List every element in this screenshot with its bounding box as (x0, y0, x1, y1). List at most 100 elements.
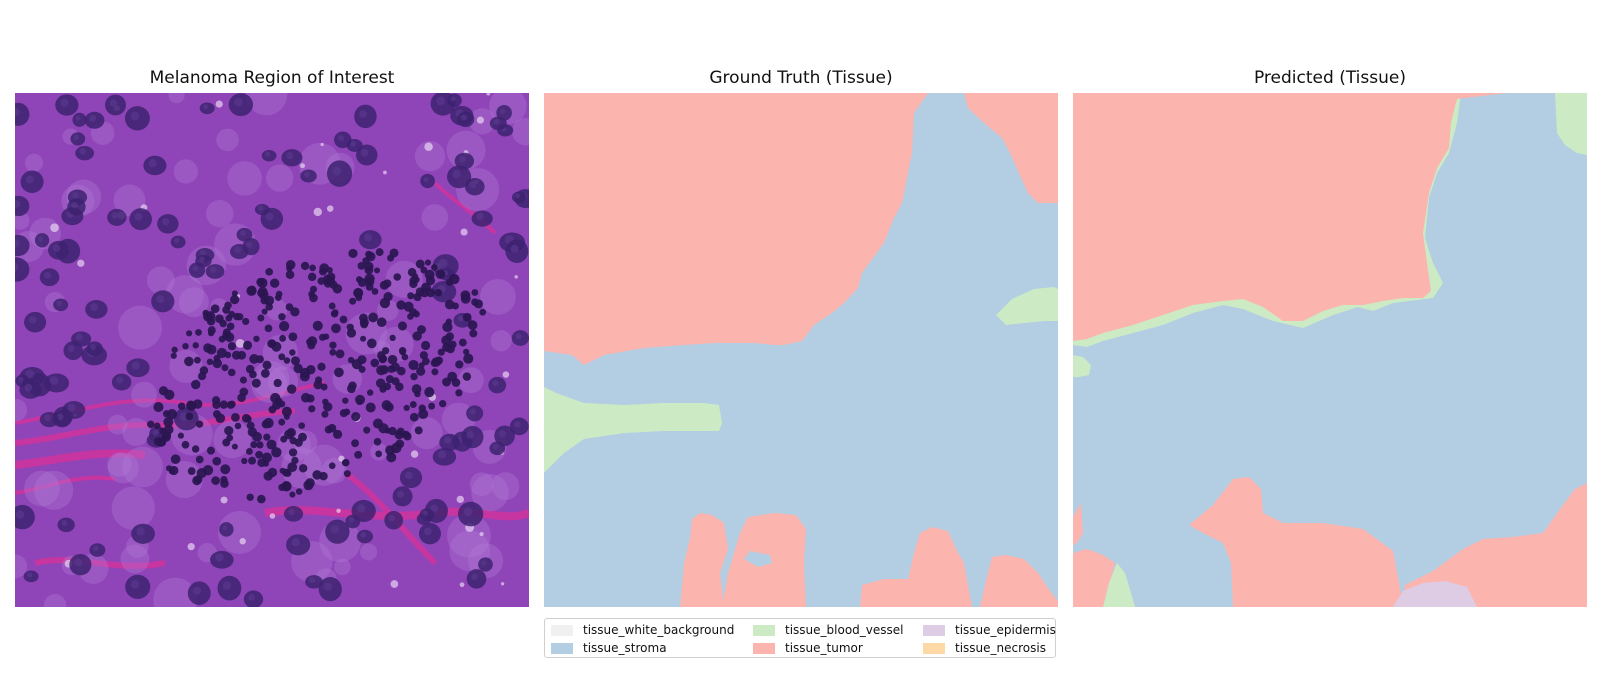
lymphocyte (273, 378, 282, 388)
lymphocyte (413, 276, 420, 283)
nucleolus (161, 217, 170, 226)
lymphocyte (212, 456, 222, 466)
nucleolus (364, 233, 373, 242)
nucleolus (476, 212, 484, 221)
nucleolus (360, 532, 367, 538)
lymphocyte (153, 422, 161, 430)
pred-blood-vessel-bottom-left (1103, 563, 1135, 607)
pred-tumor-region-bottom-left-2 (1073, 549, 1115, 607)
nucleolus (52, 244, 61, 252)
cytoplasm-patch (334, 558, 351, 576)
cytoplasm-patch (146, 266, 175, 295)
predicted-mask (1073, 93, 1587, 607)
nucleolus (234, 246, 241, 253)
lymphocyte (289, 491, 296, 498)
gt-stroma-hole (744, 551, 772, 567)
nucleolus (288, 508, 295, 516)
tissue-gap (215, 100, 223, 108)
lymphocyte (246, 493, 254, 501)
nucleolus (79, 147, 87, 155)
nucleolus (422, 510, 428, 516)
nucleolus (130, 111, 140, 121)
legend-item-tumor: tissue_tumor (753, 640, 863, 656)
nucleolus (469, 408, 476, 415)
lymphocyte (415, 287, 425, 296)
nucleolus (466, 430, 475, 439)
lymphocyte (146, 420, 155, 428)
lymphocyte (375, 450, 383, 458)
lymphocyte (365, 250, 373, 258)
lymphocyte (271, 341, 282, 352)
nucleolus (443, 436, 452, 444)
predicted-title: Predicted (Tissue) (1253, 68, 1406, 88)
nucleolus (404, 471, 413, 480)
lymphocyte (279, 334, 287, 342)
cytoplasm-patch (206, 199, 234, 228)
lymphocyte (375, 248, 384, 257)
nucleolus (71, 201, 78, 209)
lymphocyte (331, 323, 341, 334)
cytoplasm-patch (218, 510, 262, 554)
lymphocyte (249, 354, 259, 364)
lymphocyte (424, 269, 435, 280)
cytoplasm-patch (469, 472, 494, 497)
lymphocyte (397, 366, 406, 376)
lymphocyte (222, 328, 231, 337)
lymphocyte (307, 272, 317, 282)
tissue-gap (486, 93, 491, 96)
legend-item-white-background: tissue_white_background (551, 622, 734, 638)
tissue-gap (336, 508, 341, 514)
lymphocyte (171, 346, 178, 353)
cytoplasm-patch (216, 128, 239, 152)
lymphocyte (286, 384, 297, 394)
lymphocyte (231, 443, 238, 450)
lymphocyte (267, 467, 278, 478)
nucleolus (234, 97, 243, 107)
lymphocyte (391, 442, 402, 454)
nucleolus (360, 149, 369, 157)
lymphocyte (261, 452, 272, 463)
lymphocyte (462, 372, 472, 381)
lymphocyte (448, 340, 457, 349)
lymphocyte (228, 310, 236, 318)
tissue-gap (476, 116, 485, 124)
nucleolus (330, 524, 340, 534)
lymphocyte (288, 332, 298, 342)
nucleolus (492, 380, 499, 387)
lymphocyte (431, 368, 439, 376)
lymphocyte (387, 354, 398, 365)
lymphocyte (463, 353, 474, 364)
lymphocyte (331, 309, 339, 316)
lymphocyte (410, 372, 418, 381)
lymphocyte (383, 382, 392, 391)
nucleolus (337, 135, 345, 142)
lymphocyte (281, 406, 292, 417)
lymphocyte (212, 358, 223, 369)
lymphocyte (260, 369, 270, 378)
lymphocyte (445, 318, 452, 325)
lymphocyte (239, 376, 247, 384)
roi-title: Melanoma Region of Interest (149, 68, 395, 88)
lymphocyte (328, 462, 336, 470)
lymphocyte (307, 341, 316, 350)
pred-epidermis-region (1393, 581, 1477, 607)
lymphocyte (332, 284, 343, 294)
legend-label-blood-vessel: tissue_blood_vessel (785, 623, 904, 637)
lymphocyte (364, 261, 374, 272)
nucleolus (72, 192, 79, 199)
lymphocyte (426, 288, 436, 298)
lymphocyte (284, 429, 294, 440)
nucleolus (459, 155, 466, 163)
lymphocyte (300, 392, 311, 403)
ground-truth-mask-canvas (544, 93, 1058, 607)
nucleolus (209, 266, 217, 273)
cytoplasm-patch (107, 452, 132, 477)
lymphocyte (245, 448, 253, 455)
lymphocyte (281, 481, 292, 492)
lymphocyte (431, 264, 438, 271)
lymphocyte (250, 441, 258, 449)
lymphocyte (164, 389, 175, 400)
lymphocyte (255, 450, 264, 459)
nucleolus (423, 176, 429, 183)
nucleolus (437, 450, 447, 459)
